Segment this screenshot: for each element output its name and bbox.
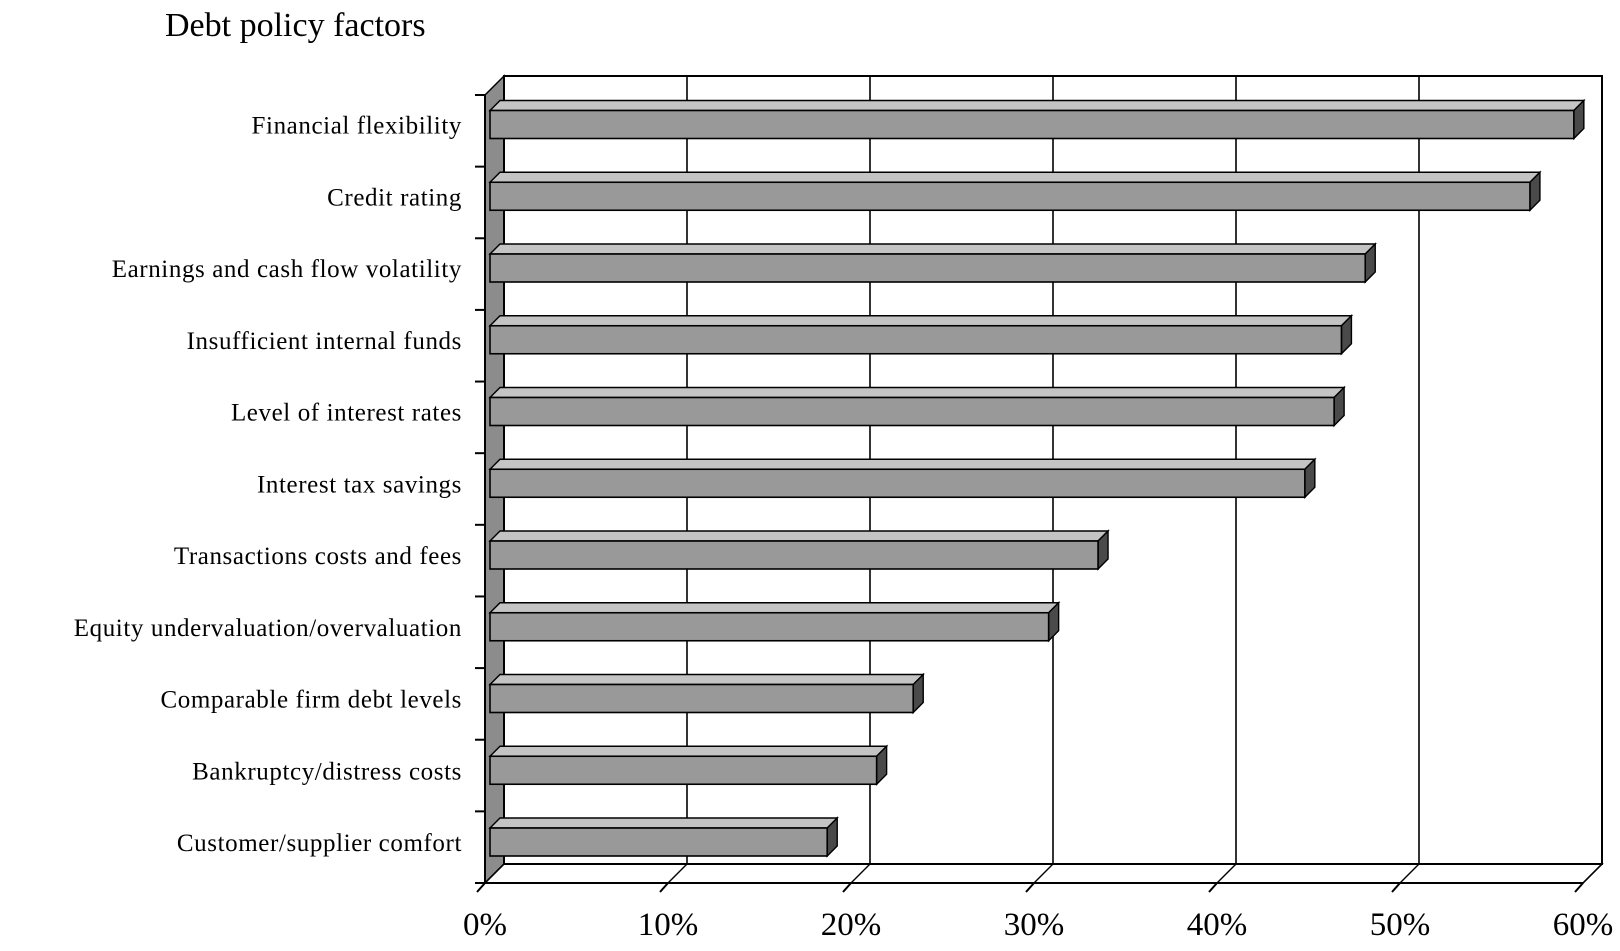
bar-group [488,242,1377,284]
bar [489,181,1531,212]
bar [489,827,829,857]
bar-top [488,99,1586,112]
floor-gridline [1033,863,1054,884]
bar-top [488,530,1110,542]
bar [489,324,1343,355]
x-tick-label: 60% [1553,907,1614,943]
x-tick-label: 30% [1004,907,1065,943]
category-label: Level of interest rates [231,400,462,427]
bar-top [488,673,925,686]
bar-group [488,170,1542,212]
bar [489,755,878,786]
bar-group [488,385,1346,428]
x-tick-mark [1025,882,1035,893]
bar [489,253,1367,283]
x-tick-mark [1574,882,1584,893]
bar-group [488,672,925,715]
bar [489,683,915,714]
x-tick-label: 50% [1370,907,1431,943]
bar-top [488,171,1542,183]
category-label: Comparable firm debt levels [160,687,462,714]
floor-gridline [1582,863,1603,884]
x-tick-label: 20% [821,907,882,943]
x-tick-label: 0% [463,907,507,943]
x-tick-label: 40% [1187,907,1248,943]
category-label: Equity undervaluation/overvaluation [74,615,462,642]
category-label: Earnings and cash flow volatility [112,256,462,283]
category-labels: Financial flexibility Credit rating Earnin… [74,113,462,858]
axes [475,94,1584,893]
bar [489,396,1335,427]
bar-top [488,602,1061,614]
category-label: Bankruptcy/distress costs [192,758,462,785]
category-label: Customer/supplier comfort [177,830,462,857]
bar-top [488,817,839,829]
bar-top [488,243,1377,255]
bar-top [488,458,1317,470]
bar-group [488,816,839,858]
bar [489,540,1099,570]
floor-gridline [1216,863,1237,884]
x-tick-labels: 0% 10% 20% 30% 40% 50% 60% [463,907,1613,943]
chart-title: Debt policy factors [165,7,426,44]
x-tick-mark [1208,882,1218,893]
category-label: Insufficient internal funds [187,328,462,355]
bar-group [488,457,1317,499]
floor-gridline [1399,863,1420,884]
x-tick-mark [1391,882,1401,893]
category-label: Credit rating [327,184,462,211]
bar-group [488,98,1586,141]
x-tick-mark [842,882,852,893]
x-tick-label: 10% [638,907,699,943]
x-tick-mark [659,882,669,893]
category-label: Interest tax savings [257,471,462,498]
floor-gridline [667,863,688,884]
bar-group [488,601,1061,643]
bar-top [488,386,1346,399]
bar-group [488,314,1354,356]
floor-gridline [484,863,505,884]
bar-group [488,529,1110,571]
category-label: Financial flexibility [252,113,462,140]
bar-top [488,745,889,757]
bar-group [488,744,889,786]
floor-gridline [850,863,871,884]
x-tick-mark [476,882,486,893]
bar-top [488,315,1354,327]
bars [488,98,1586,858]
bar [489,468,1306,499]
bar [489,611,1050,642]
bar [489,109,1575,140]
category-label: Transactions costs and fees [174,543,462,570]
